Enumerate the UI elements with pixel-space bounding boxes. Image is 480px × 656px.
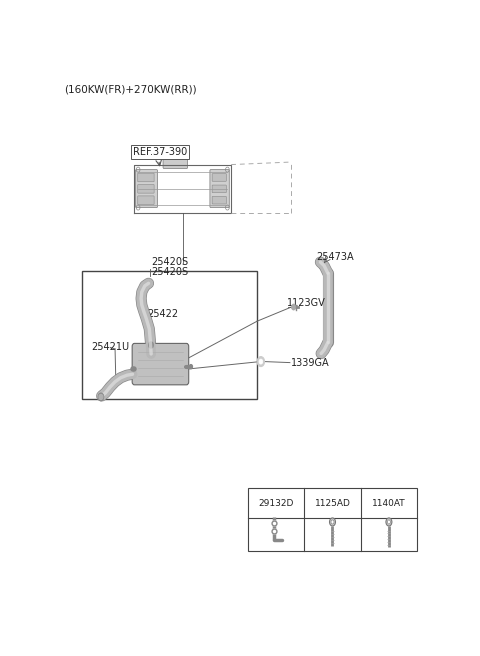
FancyBboxPatch shape (163, 153, 188, 169)
FancyBboxPatch shape (212, 196, 226, 204)
Circle shape (259, 359, 263, 364)
Bar (83, 271, 257, 400)
Text: 25420S: 25420S (151, 266, 188, 277)
FancyBboxPatch shape (138, 173, 154, 182)
Text: 1140AT: 1140AT (372, 499, 406, 508)
FancyBboxPatch shape (138, 184, 154, 193)
FancyBboxPatch shape (212, 174, 226, 181)
FancyBboxPatch shape (138, 196, 154, 205)
Bar (248, 488, 417, 551)
FancyBboxPatch shape (135, 170, 157, 207)
Circle shape (190, 365, 192, 369)
Text: 29132D: 29132D (258, 499, 294, 508)
Text: 25422: 25422 (147, 308, 179, 319)
FancyBboxPatch shape (210, 170, 229, 207)
Circle shape (98, 393, 104, 401)
FancyBboxPatch shape (132, 343, 189, 385)
Text: REF.37-390: REF.37-390 (132, 147, 187, 157)
Circle shape (387, 520, 390, 524)
Circle shape (331, 520, 334, 524)
Circle shape (291, 304, 296, 310)
Circle shape (329, 518, 336, 526)
Circle shape (257, 357, 264, 367)
Text: 25421U: 25421U (92, 342, 130, 352)
Text: 1123GV: 1123GV (287, 298, 325, 308)
Text: 1339GA: 1339GA (290, 358, 329, 367)
Text: (160KW(FR)+270KW(RR)): (160KW(FR)+270KW(RR)) (64, 85, 197, 94)
Text: 25473A: 25473A (317, 251, 354, 262)
Circle shape (386, 518, 392, 526)
Text: 25420S: 25420S (151, 256, 188, 266)
Circle shape (99, 394, 103, 400)
FancyBboxPatch shape (212, 185, 226, 193)
Text: 1125AD: 1125AD (314, 499, 350, 508)
